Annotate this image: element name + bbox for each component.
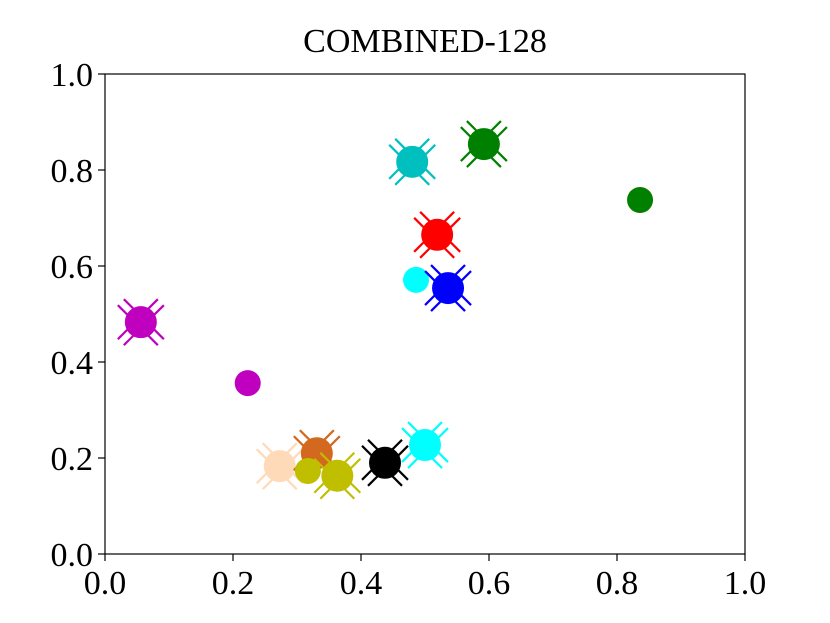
y-tick-label: 0.2 (51, 441, 94, 478)
point (369, 446, 401, 479)
x-tick-label: 0.8 (596, 565, 639, 602)
point (403, 266, 430, 293)
point (421, 218, 454, 251)
point (321, 459, 354, 492)
y-tick-label: 0.8 (51, 153, 94, 190)
x-tick-label: 0.2 (212, 565, 255, 602)
point (263, 450, 296, 483)
x-tick-label: 0.4 (340, 565, 383, 602)
point (467, 128, 500, 161)
point (627, 187, 654, 213)
y-tick-label: 0.6 (51, 249, 94, 286)
y-tick-label: 1.0 (51, 57, 94, 94)
point (432, 272, 465, 305)
y-tick-label: 0.4 (51, 345, 94, 382)
point (294, 457, 321, 484)
x-tick-label: 1.0 (724, 565, 767, 602)
x-tick-label: 0.6 (468, 565, 511, 602)
y-tick-label: 0.0 (51, 537, 94, 574)
chart-title: COMBINED-128 (303, 23, 547, 60)
point (234, 370, 261, 397)
x-tick-label: 0.0 (84, 565, 127, 602)
point (124, 306, 157, 339)
point (409, 429, 441, 462)
plot-frame (104, 73, 746, 555)
point (396, 145, 429, 178)
